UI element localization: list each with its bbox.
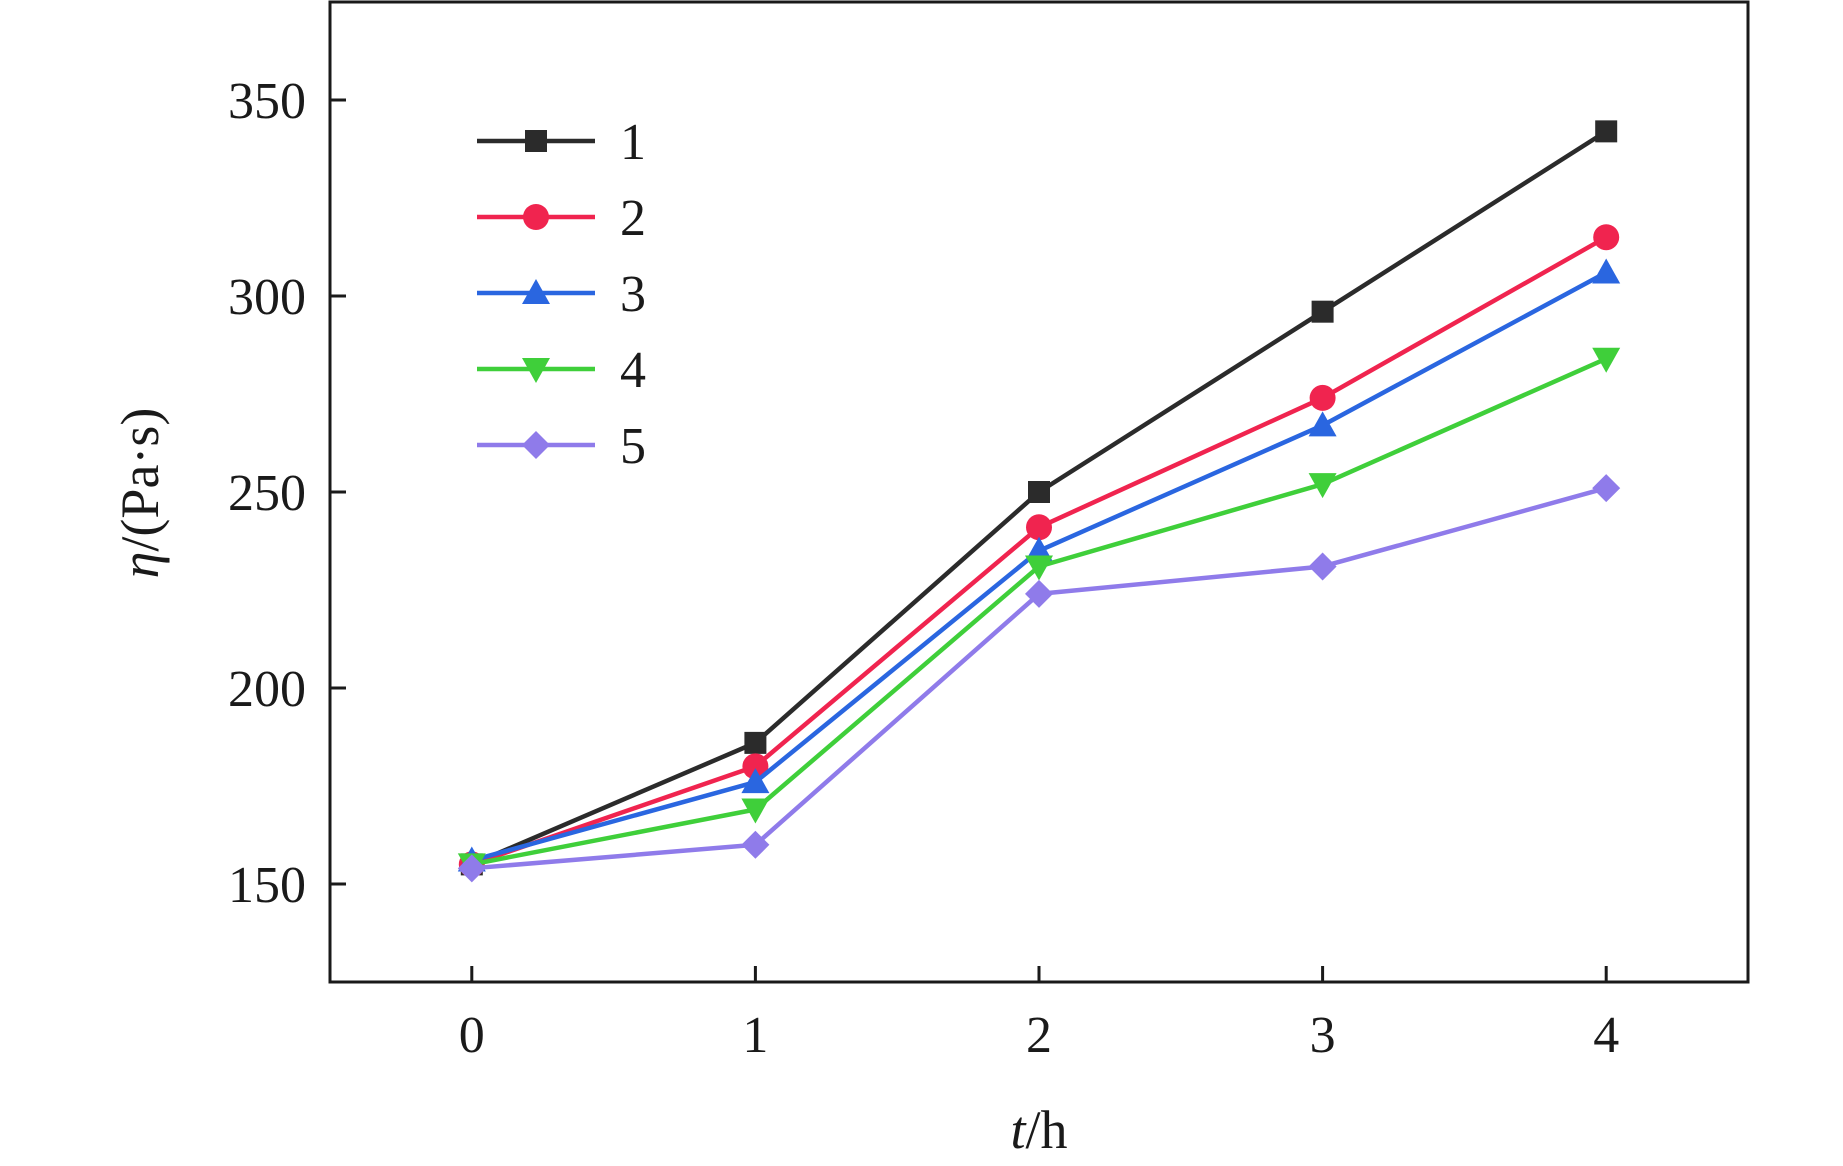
- y-tick-label: 150: [228, 857, 306, 914]
- y-tick-label: 300: [228, 269, 306, 326]
- x-tick-label: 1: [742, 1007, 768, 1064]
- data-point: [1026, 514, 1052, 541]
- legend-label: 3: [620, 266, 646, 323]
- legend-marker: [522, 279, 550, 304]
- data-point: [1025, 579, 1053, 608]
- y-axis-unit: /(Pa·s): [110, 408, 170, 552]
- x-axis-ticks: 0 1 2 3 4: [459, 966, 1619, 1064]
- series-4: [457, 347, 1621, 879]
- data-point: [1592, 258, 1621, 284]
- legend-label: 4: [620, 342, 646, 399]
- legend-marker: [522, 358, 550, 383]
- x-axis-var: t: [1010, 1100, 1027, 1160]
- x-axis-unit: /h: [1026, 1100, 1068, 1160]
- legend-item-3: 3: [477, 266, 646, 323]
- data-point: [1028, 481, 1050, 503]
- legend: 1 2 3 4 5: [477, 114, 646, 475]
- data-point: [1593, 224, 1620, 251]
- series-5: [457, 474, 1621, 883]
- data-point: [742, 753, 769, 780]
- data-point: [741, 768, 770, 794]
- data-point: [1308, 552, 1337, 581]
- data-point: [1308, 473, 1337, 499]
- data-point: [744, 731, 767, 754]
- y-axis-title: η/(Pa·s): [110, 408, 170, 579]
- x-tick-label: 0: [459, 1007, 485, 1064]
- legend-item-5: 5: [477, 418, 646, 475]
- data-point: [1309, 384, 1336, 411]
- legend-marker: [525, 130, 547, 152]
- legend-item-1: 1: [477, 114, 646, 171]
- y-tick-label: 250: [228, 465, 306, 522]
- legend-label: 2: [620, 190, 646, 247]
- legend-marker: [522, 431, 550, 459]
- data-point: [1311, 300, 1334, 323]
- y-axis-var: η: [110, 552, 170, 579]
- legend-label: 1: [620, 114, 646, 171]
- x-tick-label: 4: [1593, 1007, 1619, 1064]
- series-layer: [457, 120, 1621, 883]
- legend-marker: [523, 204, 549, 230]
- data-point: [741, 798, 770, 824]
- data-point: [741, 830, 770, 859]
- data-point: [1592, 474, 1621, 503]
- x-tick-label: 3: [1310, 1007, 1336, 1064]
- x-tick-label: 2: [1026, 1007, 1052, 1064]
- legend-item-2: 2: [477, 190, 646, 247]
- data-point: [457, 854, 486, 883]
- data-point: [1595, 120, 1618, 143]
- data-point: [1308, 411, 1337, 437]
- y-tick-label: 200: [228, 661, 306, 718]
- legend-item-4: 4: [477, 342, 646, 399]
- data-point: [1025, 555, 1053, 581]
- legend-label: 5: [620, 418, 646, 475]
- y-axis-ticks: 150 200 250 300 350: [228, 73, 346, 914]
- x-axis-title: t/h: [1010, 1100, 1067, 1160]
- y-tick-label: 350: [228, 73, 306, 130]
- data-point: [1592, 347, 1621, 373]
